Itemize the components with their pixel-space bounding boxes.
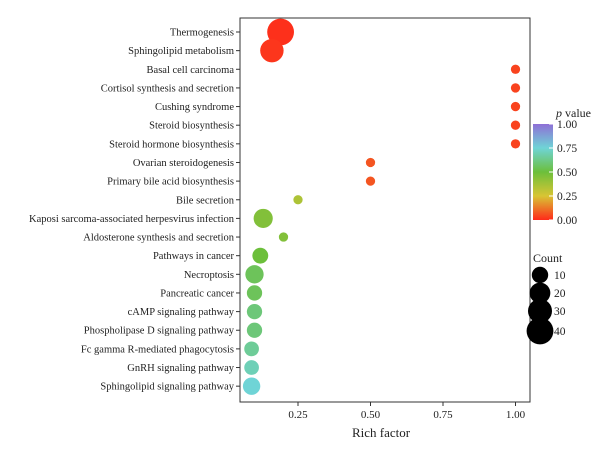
data-point	[245, 265, 264, 284]
color-bar-tick-label: 0.75	[557, 143, 577, 155]
count-legend-label: 20	[554, 288, 566, 300]
p-value-color-bar	[533, 124, 553, 220]
data-point	[244, 360, 259, 375]
data-point	[365, 176, 376, 186]
y-tick-label: GnRH signaling pathway	[127, 363, 234, 374]
color-bar-tick-label: 0.25	[557, 191, 577, 203]
data-point	[260, 38, 284, 63]
data-point	[510, 139, 521, 149]
data-point	[253, 208, 273, 228]
y-axis-ticks	[236, 31, 240, 387]
data-points	[242, 18, 521, 395]
data-point	[510, 64, 521, 74]
y-tick-label: Kaposi sarcoma-associated herpesvirus in…	[29, 214, 235, 225]
y-tick-label: Phospholipase D signaling pathway	[84, 326, 235, 337]
y-tick-label: Ovarian steroidogenesis	[133, 158, 234, 169]
x-tick-label: 0.50	[361, 409, 381, 421]
x-tick-label: 1.00	[506, 409, 526, 421]
y-tick-label: Steroid biosynthesis	[149, 121, 234, 132]
y-tick-label: Aldosterone synthesis and secretion	[83, 233, 235, 244]
count-legend-label: 30	[554, 306, 566, 318]
count-legend-circle	[529, 282, 551, 304]
count-legend-label: 10	[554, 270, 566, 282]
p-value-legend-title: p value	[555, 106, 591, 120]
x-tick-label: 0.25	[288, 409, 308, 421]
data-point	[293, 195, 303, 205]
y-tick-label: Pathways in cancer	[153, 251, 235, 262]
data-point	[278, 232, 289, 242]
count-legend-circle	[527, 298, 553, 324]
data-point	[267, 18, 294, 46]
y-tick-label: Pancreatic cancer	[160, 288, 234, 299]
data-point	[246, 322, 263, 338]
x-axis-title: Rich factor	[352, 425, 411, 440]
y-tick-label: Cortisol synthesis and secretion	[101, 83, 235, 94]
x-axis: 0.25 0.50 0.75 1.00	[288, 402, 526, 421]
y-tick-label: cAMP signaling pathway	[128, 307, 235, 318]
color-bar-tick-label: 0.50	[557, 167, 577, 179]
count-legend-label: 40	[554, 326, 566, 338]
y-tick-label: Thermogenesis	[170, 28, 234, 39]
y-tick-label: Sphingolipid signaling pathway	[100, 382, 234, 393]
y-tick-label: Fc gamma R-mediated phagocytosis	[81, 344, 234, 355]
y-tick-label: Sphingolipid metabolism	[128, 46, 234, 57]
y-tick-label: Primary bile acid biosynthesis	[107, 177, 234, 188]
plot-panel	[239, 17, 531, 403]
y-tick-label: Basal cell carcinoma	[147, 65, 235, 76]
data-point	[510, 120, 521, 130]
data-point	[510, 101, 521, 112]
data-point	[244, 341, 259, 357]
y-tick-label: Steroid hormone biosynthesis	[109, 139, 234, 150]
color-bar-tick-label: 0.00	[557, 215, 577, 227]
y-tick-label: Cushing syndrome	[155, 102, 234, 113]
x-tick-label: 0.75	[433, 409, 453, 421]
y-axis-labels: Thermogenesis Sphingolipid metabolism Basa…	[29, 28, 235, 393]
y-tick-label: Bile secretion	[176, 195, 235, 206]
data-point	[252, 247, 269, 264]
data-point	[365, 157, 376, 168]
y-tick-label: Necroptosis	[184, 270, 234, 281]
p-value-legend: p value 1.00 0.75 0.50 0.25 0.00	[533, 106, 591, 227]
count-legend-circle	[526, 317, 554, 345]
color-bar-tick-label: 1.00	[557, 119, 577, 131]
count-legend-circle	[531, 266, 549, 284]
data-point	[246, 303, 263, 320]
data-point	[242, 377, 261, 395]
count-legend: Count 10 20 30 40	[526, 251, 566, 345]
count-legend-title: Count	[533, 251, 563, 265]
data-point	[510, 83, 521, 93]
data-point	[246, 285, 263, 301]
